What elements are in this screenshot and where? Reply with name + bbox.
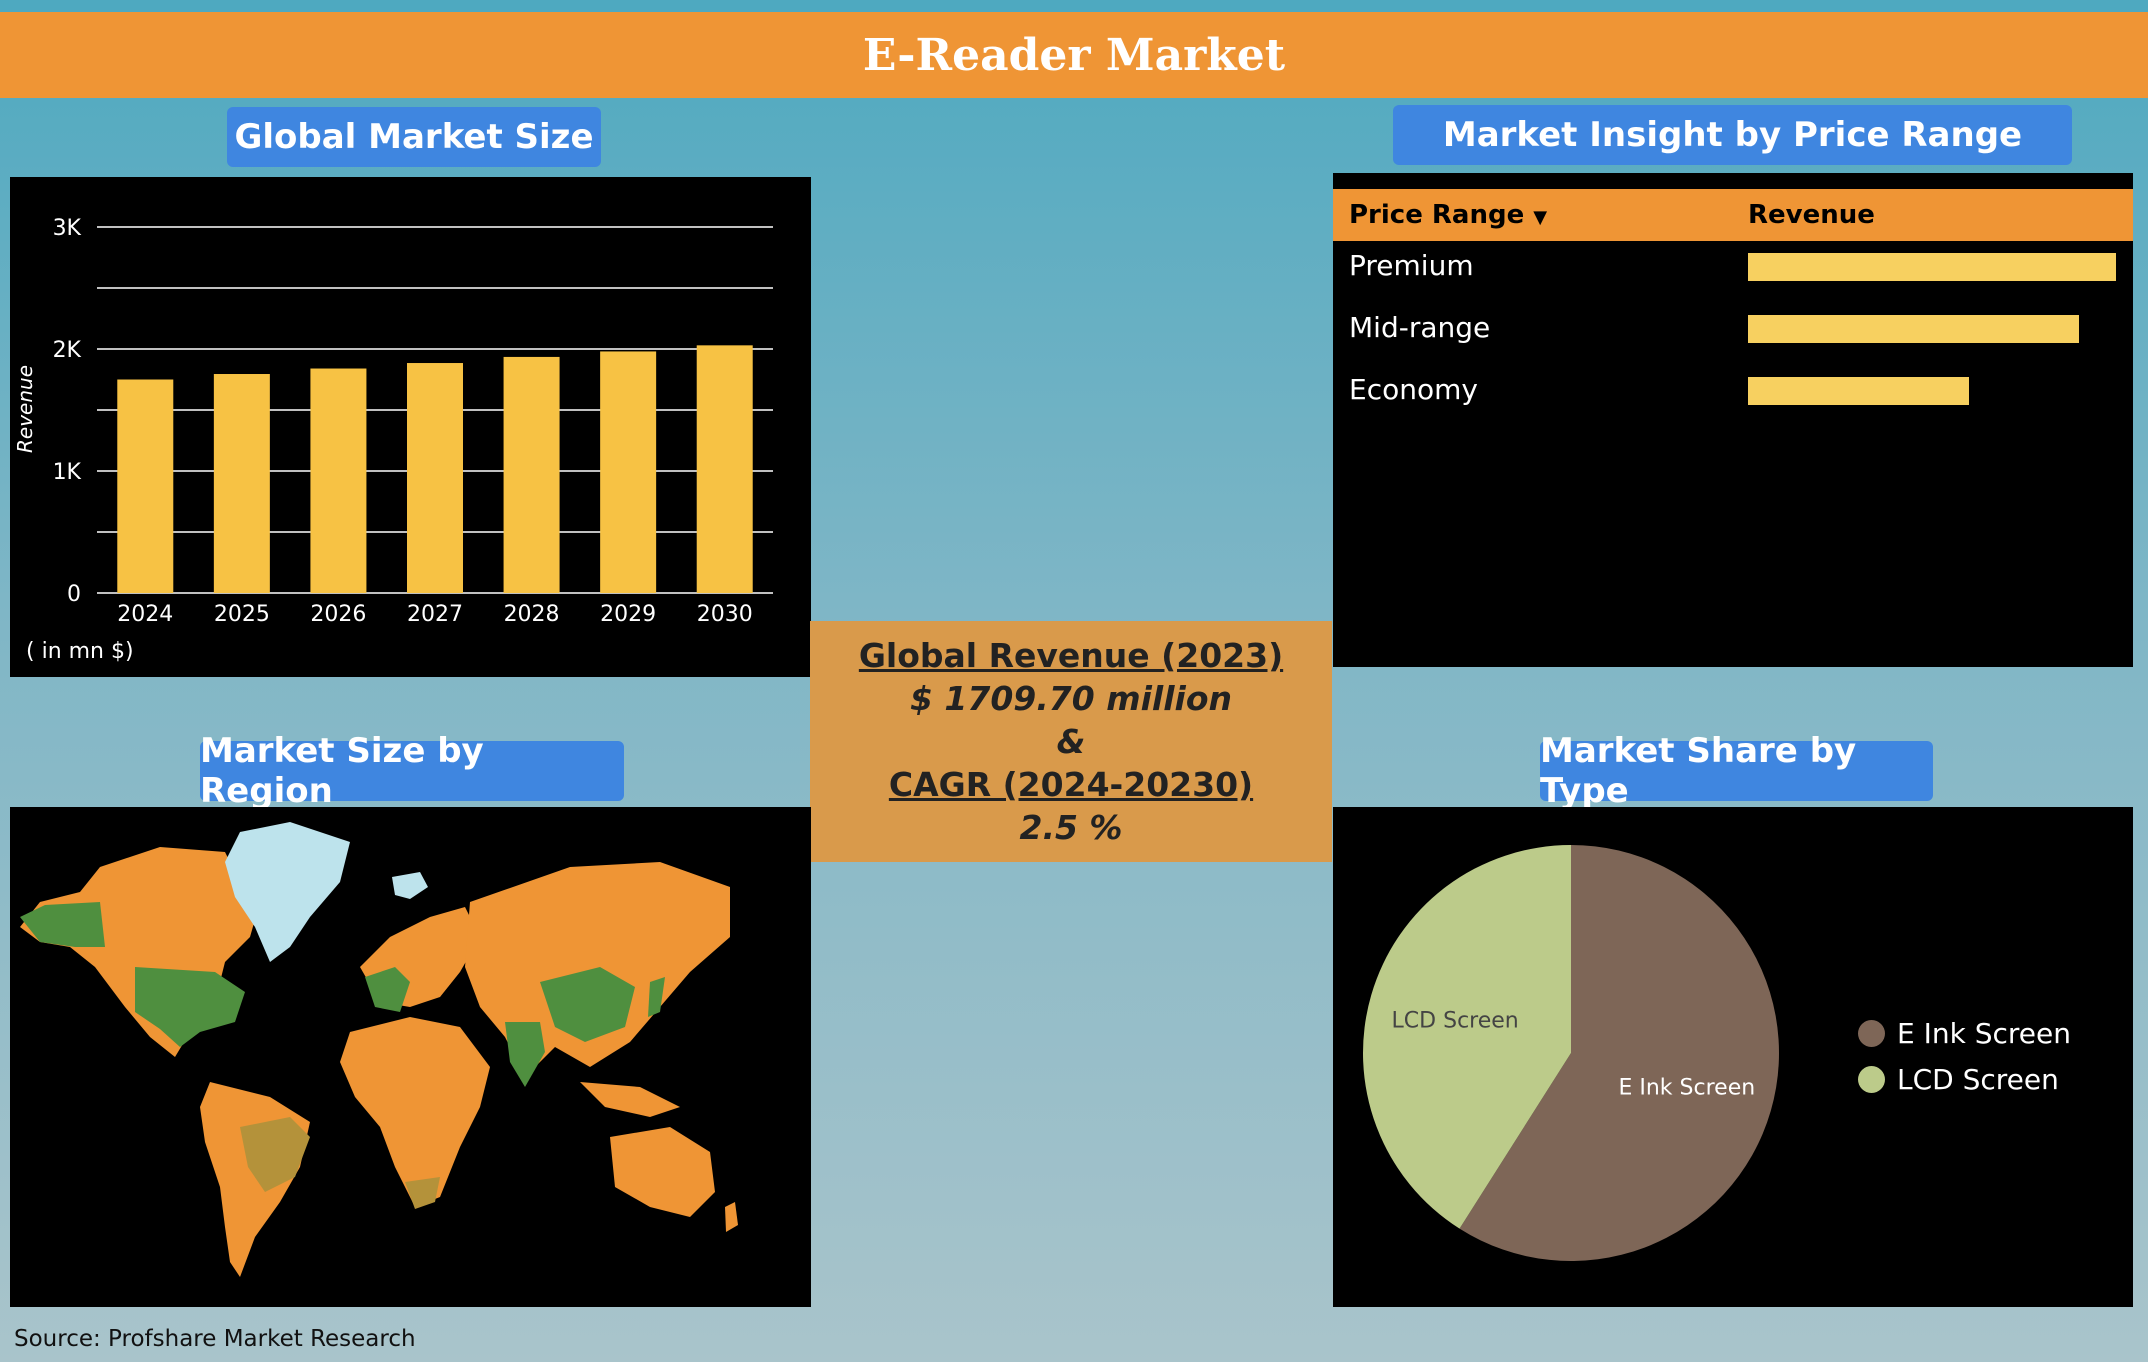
- unit-note: ( in mn $): [26, 639, 134, 664]
- map-brazil[interactable]: [240, 1117, 310, 1192]
- top-stripe: [0, 0, 2148, 12]
- triangle-down-icon: ▼: [1533, 207, 1548, 228]
- x-tick-label: 2028: [504, 602, 560, 627]
- cagr-value: 2.5 %: [1019, 808, 1123, 847]
- map-new-zealand[interactable]: [725, 1202, 738, 1232]
- kpi-box: Global Revenue (2023) $ 1709.70 million …: [810, 621, 1332, 862]
- world-map: [20, 822, 738, 1277]
- map-india[interactable]: [505, 1022, 545, 1087]
- legend-swatch: [1858, 1020, 1885, 1047]
- price-range-tag: Market Insight by Price Range: [1393, 105, 2072, 165]
- table-header: Price Range ▼ Revenue: [1333, 189, 2133, 241]
- map-south-africa[interactable]: [405, 1177, 440, 1209]
- y-tick-label: 3K: [53, 216, 82, 241]
- y-tick-label: 1K: [53, 460, 82, 485]
- map-alaska[interactable]: [20, 902, 105, 947]
- bar-2025[interactable]: [213, 374, 270, 593]
- price-bar-economy[interactable]: [1748, 377, 1969, 405]
- legend-item[interactable]: E Ink Screen: [1858, 1017, 2071, 1050]
- revenue-bar-chart: 0 1K 2K 3K 2024 2025 2026 2027 2028 2029 2030 Reve…: [13, 216, 773, 664]
- revenue-bar-chart-panel: 0 1K 2K 3K 2024 2025 2026 2027 2028 2029 2030 Reve…: [10, 177, 811, 677]
- source-note: Source: Profshare Market Research: [14, 1326, 416, 1352]
- pie-legend: E Ink Screen LCD Screen: [1858, 1017, 2118, 1117]
- map-usa[interactable]: [135, 967, 245, 1047]
- bar-2028[interactable]: [503, 356, 560, 593]
- x-tick-label: 2025: [214, 602, 270, 627]
- kpi-ampersand: &: [1056, 722, 1086, 761]
- revenue-column-header[interactable]: Revenue: [1748, 200, 1875, 230]
- x-tick-label: 2026: [310, 602, 366, 627]
- map-australia[interactable]: [610, 1127, 715, 1217]
- kpi-title: Global Revenue (2023): [858, 636, 1284, 675]
- global-market-size-tag: Global Market Size: [227, 107, 601, 167]
- y-tick-label: 0: [67, 582, 81, 607]
- map-north-america[interactable]: [20, 847, 260, 1057]
- price-range-header-label: Price Range: [1349, 200, 1525, 230]
- bar-2030[interactable]: [696, 345, 753, 593]
- bar-2027[interactable]: [407, 363, 463, 593]
- price-range-column-header[interactable]: Price Range ▼: [1349, 200, 1547, 230]
- bar-2029[interactable]: [600, 351, 657, 593]
- price-row-label: Mid-range: [1349, 311, 1491, 344]
- page-header: E-Reader Market: [0, 12, 2148, 98]
- y-tick-label: 2K: [53, 338, 82, 363]
- legend-label: LCD Screen: [1897, 1063, 2059, 1096]
- legend-label: E Ink Screen: [1897, 1017, 2071, 1050]
- kpi-value: $ 1709.70 million: [909, 679, 1233, 718]
- price-bar-premium[interactable]: [1748, 253, 2116, 281]
- y-axis-label: Revenue: [13, 365, 37, 453]
- price-range-table: Price Range ▼ Revenue Premium Mid-range Ec…: [1333, 173, 2133, 667]
- legend-swatch: [1858, 1066, 1885, 1093]
- region-map-panel: [10, 807, 811, 1307]
- pie-slice-label: LCD Screen: [1392, 1008, 1519, 1033]
- map-china[interactable]: [540, 967, 635, 1042]
- map-southeast-asia[interactable]: [580, 1082, 680, 1117]
- map-western-europe[interactable]: [365, 967, 410, 1012]
- type-pie-panel: E Ink Screen LCD Screen E Ink Screen LCD S…: [1333, 807, 2133, 1307]
- x-tick-label: 2029: [600, 602, 656, 627]
- type-pie-chart: E Ink Screen LCD Screen: [1363, 845, 1779, 1261]
- x-tick-label: 2027: [407, 602, 463, 627]
- pie-slice-lcd-screen[interactable]: [1363, 845, 1571, 1229]
- type-tag: Market Share by Type: [1540, 731, 1933, 811]
- pie-slice-e-ink-screen[interactable]: [1459, 845, 1779, 1261]
- region-title: Market Size by Region: [200, 731, 484, 811]
- price-row-label: Premium: [1349, 249, 1474, 282]
- x-tick-label: 2030: [697, 602, 753, 627]
- x-tick-label: 2024: [117, 602, 173, 627]
- map-iceland[interactable]: [392, 872, 428, 899]
- price-row-label: Economy: [1349, 373, 1478, 406]
- map-greenland[interactable]: [225, 822, 350, 962]
- map-japan[interactable]: [648, 977, 665, 1017]
- global-market-size-title: Global Market Size: [234, 117, 594, 157]
- map-africa[interactable]: [340, 1017, 490, 1207]
- page-title: E-Reader Market: [862, 29, 1286, 81]
- pie-slice-label: E Ink Screen: [1618, 1076, 1755, 1101]
- cagr-title: CAGR (2024-20230): [888, 765, 1254, 804]
- region-tag: Market Size by Region: [200, 731, 624, 811]
- price-range-title: Market Insight by Price Range: [1442, 115, 2023, 155]
- type-title: Market Share by Type: [1540, 731, 1857, 811]
- legend-item[interactable]: LCD Screen: [1858, 1063, 2059, 1096]
- bar-2026[interactable]: [310, 368, 367, 593]
- bar-2024[interactable]: [117, 379, 174, 594]
- price-bar-mid-range[interactable]: [1748, 315, 2080, 343]
- map-south-america[interactable]: [200, 1082, 310, 1277]
